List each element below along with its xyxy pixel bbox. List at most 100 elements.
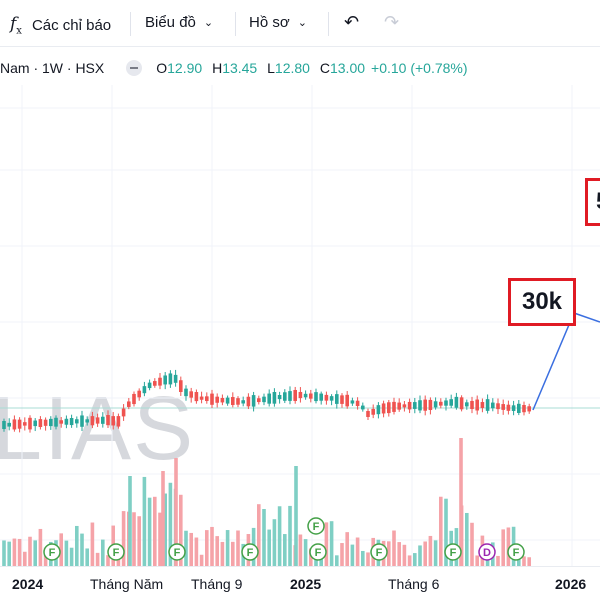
candle-body (231, 397, 235, 406)
candle-body (355, 400, 360, 407)
profile-menu-label: Hồ sơ (249, 14, 290, 31)
candle-body (23, 422, 27, 426)
volume-bar (294, 466, 298, 566)
volume-bar (345, 532, 349, 566)
projection-line (532, 312, 600, 411)
ohlc-values: O12.90 H13.45 L12.80 C13.00 (156, 60, 365, 76)
candle-body (137, 390, 141, 398)
candle-body (54, 417, 58, 427)
volume-bar (262, 509, 266, 566)
chart-legend: Nam · 1W · HSX O12.90 H13.45 L12.80 C13.… (0, 58, 468, 78)
indicators-button[interactable]: fx Các chỉ báo (10, 14, 111, 36)
volume-bar (387, 541, 391, 566)
volume-bar (12, 538, 17, 566)
candlesticks (2, 369, 531, 433)
candle-body (449, 399, 453, 406)
marker-circle (107, 543, 125, 561)
xaxis-label-2024: 2024 (12, 576, 44, 592)
close-value: 13.00 (329, 60, 366, 76)
volume-bar (225, 530, 230, 566)
marker-letter: F (376, 547, 383, 559)
volume-bar (95, 552, 100, 566)
marker-letter: F (174, 547, 181, 559)
volume-bar (314, 555, 318, 566)
candle-body (418, 400, 422, 411)
financial-report-marker: F (168, 543, 186, 561)
chevron-down-icon: ⌄ (297, 17, 307, 29)
candle-body (413, 402, 417, 409)
financial-report-marker: F (507, 543, 525, 561)
low-label: L (267, 60, 275, 76)
financial-report-marker: F (444, 543, 462, 561)
volume-bar (137, 516, 141, 566)
xaxis-label-thang-9: Tháng 9 (191, 576, 243, 592)
volume-bar (423, 541, 427, 566)
profile-menu-button[interactable]: Hồ sơ ⌄ (249, 14, 307, 31)
candle-body (335, 394, 339, 404)
symbol-label: Nam · 1W · HSX (0, 60, 105, 76)
candle-body (444, 400, 448, 406)
candle-body (199, 396, 204, 400)
candle-body (184, 388, 188, 397)
volume-bar (205, 530, 209, 566)
volume-bar (59, 533, 63, 566)
volume-bar (329, 521, 334, 566)
candle-body (522, 404, 526, 413)
candle-body (303, 393, 308, 398)
volume-bar (496, 555, 500, 566)
volume-bar (121, 511, 126, 566)
toolbar-divider (235, 12, 236, 36)
volume-bar (215, 536, 219, 566)
candle-body (142, 386, 147, 394)
candle-body (106, 415, 110, 426)
candle-body (80, 415, 84, 427)
indicators-label: Các chỉ báo (31, 16, 112, 34)
candle-body (340, 395, 344, 404)
volume-bar (75, 525, 79, 566)
candle-body (205, 396, 209, 402)
open-value: 12.90 (167, 60, 203, 76)
candle-body (257, 398, 261, 403)
volume-bar (132, 512, 136, 566)
financial-report-marker: F (241, 543, 259, 561)
volume-bar (522, 556, 526, 566)
candle-body (189, 391, 193, 398)
candle-body (12, 419, 17, 430)
volume-bar (128, 476, 132, 566)
volume-bar (272, 519, 277, 566)
marker-circle (241, 543, 259, 561)
fx-icon: fx (10, 14, 22, 37)
volume-bar (444, 498, 448, 566)
marker-circle (444, 543, 462, 561)
candle-body (350, 400, 355, 404)
candle-body (38, 419, 43, 428)
undo-icon[interactable]: ↶ (344, 12, 360, 32)
candle-body (33, 420, 37, 427)
volume-bar (267, 529, 271, 566)
eye-icon[interactable] (126, 60, 143, 76)
redo-icon[interactable]: ↷ (384, 12, 400, 32)
volume-bar (220, 541, 225, 566)
marker-circle (168, 543, 186, 561)
target-30k-box: 30k (508, 278, 576, 326)
xaxis-label-2026: 2026 (555, 576, 587, 592)
candle-body (220, 397, 225, 403)
toolbar-divider (328, 12, 329, 36)
candle-body (459, 397, 464, 410)
financial-report-marker: F (309, 543, 327, 561)
volume-bar (392, 530, 396, 566)
candle-body (501, 404, 505, 410)
volume-bar (418, 545, 422, 566)
candle-body (511, 405, 516, 411)
candle-body (49, 418, 53, 427)
candle-body (319, 393, 323, 401)
volume-bar (283, 534, 287, 566)
candle-body (236, 398, 240, 405)
volume-bar (101, 539, 105, 566)
xaxis-label-thang-6: Tháng 6 (388, 576, 440, 592)
candle-body (90, 416, 95, 426)
chart-menu-button[interactable]: Biểu đồ ⌄ (145, 14, 213, 31)
high-value: 13.45 (222, 60, 258, 76)
high-label: H (212, 60, 223, 76)
